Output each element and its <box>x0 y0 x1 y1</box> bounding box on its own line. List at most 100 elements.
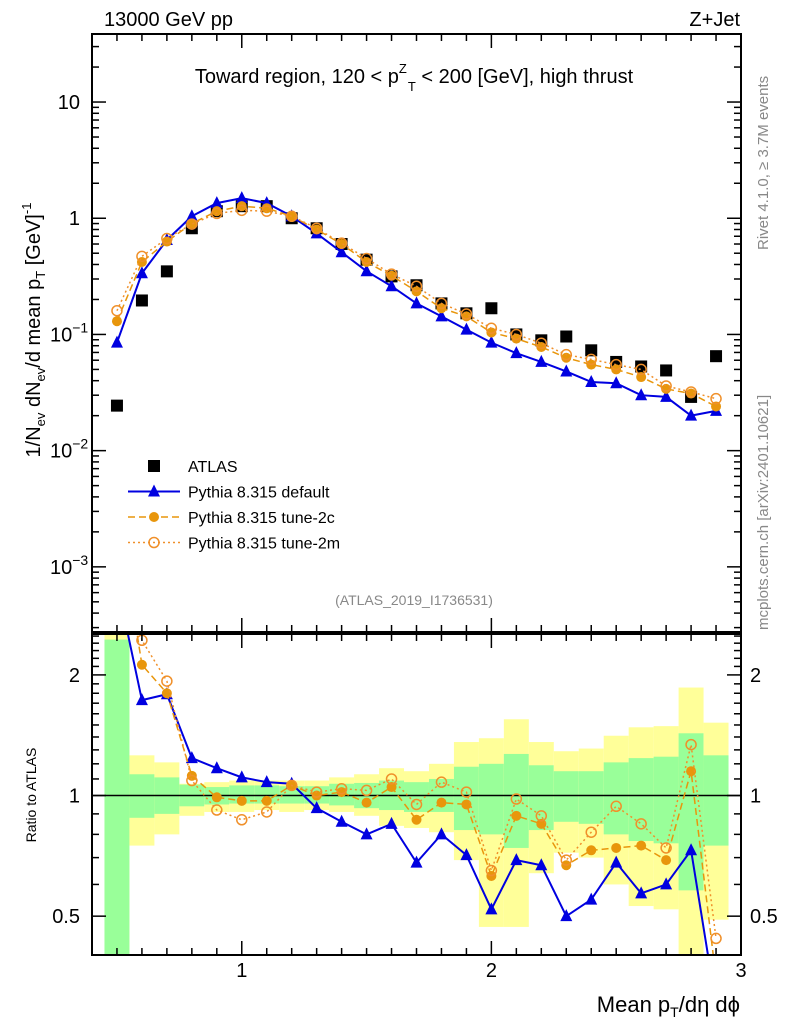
data-point-pythia-8-315-default <box>410 296 423 309</box>
legend-marker <box>148 484 160 497</box>
stat-uncertainty-band <box>478 763 504 835</box>
ratio-point-pythia-8-315-default <box>685 843 698 856</box>
ratio-point-pythia-8-315-tune-2c <box>211 792 222 803</box>
y-tick-label: 10−1 <box>50 319 88 346</box>
data-point-pythia-8-315-tune-2m <box>186 218 198 230</box>
ratio-y-tick-label: 0.5 <box>52 906 80 928</box>
data-point-pythia-8-315-tune-2c <box>261 203 272 214</box>
data-point-pythia-8-315-tune-2c <box>661 383 672 394</box>
stat-uncertainty-band <box>453 766 479 831</box>
ratio-point-pythia-8-315-tune-2m <box>310 786 323 798</box>
data-point-pythia-8-315-default <box>535 354 548 367</box>
ratio-point-pythia-8-315-tune-2m <box>260 806 273 818</box>
data-point-pythia-8-315-tune-2m <box>285 210 298 223</box>
ratio-point-pythia-8-315-tune-2m <box>285 779 298 792</box>
ratio-point-pythia-8-315-tune-2m <box>635 818 647 830</box>
data-point-pythia-8-315-tune-2m <box>610 358 622 371</box>
data-point-pythia-8-315-default <box>560 364 573 377</box>
data-point-atlas <box>660 364 673 377</box>
data-point-pythia-8-315-default <box>585 374 598 387</box>
data-point-pythia-8-315-tune-2m <box>335 237 348 249</box>
ratio-point-pythia-8-315-default <box>635 886 648 899</box>
data-point-pythia-8-315-default <box>435 309 448 322</box>
ratio-point-pythia-8-315-default <box>235 770 248 783</box>
ratio-point-pythia-8-315-default <box>585 892 598 905</box>
ratio-point-pythia-8-315-tune-2c <box>436 797 447 808</box>
data-point-pythia-8-315-tune-2m <box>410 280 423 292</box>
data-point-pythia-8-315-default <box>135 266 148 279</box>
y-tick-label: 10 <box>58 92 80 114</box>
ratio-point-pythia-8-315-default <box>360 827 373 840</box>
ratio-point-pythia-8-315-tune-2m <box>211 804 223 816</box>
stat-uncertainty-band <box>628 758 654 842</box>
data-point-atlas <box>710 350 723 363</box>
rivet-version-label: Rivet 4.1.0, ≥ 3.7M events <box>755 76 772 250</box>
data-point-pythia-8-315-tune-2m <box>635 363 647 376</box>
data-point-pythia-8-315-tune-2c <box>286 211 297 222</box>
data-point-pythia-8-315-default <box>235 191 248 204</box>
chart-title: Toward region, 120 < pZT < 200 [GeV], hi… <box>195 61 634 94</box>
data-point-pythia-8-315-tune-2m <box>710 392 722 405</box>
data-point-atlas <box>160 265 173 278</box>
stat-uncertainty-band <box>104 639 130 955</box>
ratio-point-pythia-8-315-default <box>660 877 673 890</box>
ratio-y-tick-label-right: 1 <box>750 786 761 808</box>
ratio-point-pythia-8-315-default <box>385 816 398 829</box>
y-tick-label: 1 <box>69 208 80 230</box>
y-tick-label: 10−2 <box>50 436 88 463</box>
data-point-atlas <box>135 294 148 307</box>
data-point-pythia-8-315-tune-2c <box>236 201 247 212</box>
data-point-pythia-8-315-default <box>185 209 198 222</box>
ratio-point-pythia-8-315-tune-2c <box>586 845 597 856</box>
data-point-atlas <box>110 399 123 412</box>
stat-uncertainty-band <box>703 755 729 846</box>
x-tick-label: 3 <box>735 960 746 982</box>
data-point-pythia-8-315-default <box>110 335 123 348</box>
data-point-pythia-8-315-tune-2m <box>435 297 448 310</box>
data-point-pythia-8-315-tune-2m <box>560 348 573 361</box>
data-point-pythia-8-315-tune-2m <box>510 328 523 341</box>
ratio-point-pythia-8-315-tune-2m <box>186 774 198 787</box>
source-label: mcplots.cern.ch [arXiv:2401.10621] <box>755 395 772 630</box>
x-axis-label: Mean pT/dη dϕ <box>597 992 740 1020</box>
ratio-point-pythia-8-315-tune-2c <box>386 782 397 793</box>
ratio-point-pythia-8-315-default <box>610 855 623 868</box>
data-point-pythia-8-315-tune-2m <box>310 222 323 235</box>
data-point-pythia-8-315-tune-2m <box>685 386 697 398</box>
data-point-pythia-8-315-tune-2c <box>561 352 572 363</box>
data-point-pythia-8-315-tune-2m <box>161 232 173 245</box>
data-point-pythia-8-315-tune-2m <box>211 207 223 220</box>
ratio-point-pythia-8-315-tune-2c <box>236 795 247 806</box>
ratio-point-pythia-8-315-tune-2c <box>112 500 122 510</box>
legend-entry-label: Pythia 8.315 tune-2m <box>188 536 340 553</box>
ratio-point-pythia-8-315-tune-2c <box>261 795 272 806</box>
ratio-frame <box>91 633 742 956</box>
data-point-atlas <box>635 360 648 373</box>
legend: ATLAS Pythia 8.315 default Pythia 8.315 tu… <box>128 459 340 553</box>
data-point-pythia-8-315-tune-2c <box>486 327 497 338</box>
ratio-y-tick-label-right: 0.5 <box>750 906 778 928</box>
ratio-point-pythia-8-315-tune-2m <box>685 738 697 751</box>
ratio-point-pythia-8-315-tune-2m <box>410 798 423 811</box>
data-point-pythia-8-315-default <box>685 408 698 421</box>
data-point-atlas <box>585 344 598 357</box>
data-point-pythia-8-315-default <box>210 196 223 209</box>
ratio-point-pythia-8-315-tune-2m <box>360 784 373 797</box>
ratio-point-pythia-8-315-tune-2m <box>236 814 248 826</box>
ratio-point-pythia-8-315-tune-2c <box>711 973 721 983</box>
ratio-point-pythia-8-315-default <box>510 853 523 866</box>
legend-marker <box>148 460 160 472</box>
legend-marker <box>149 512 159 522</box>
ratio-point-pythia-8-315-default <box>335 814 348 827</box>
ratio-y-tick-label: 1 <box>69 786 80 808</box>
ratio-point-pythia-8-315-tune-2m <box>485 864 498 877</box>
ratio-point-pythia-8-315-tune-2m <box>660 842 672 854</box>
data-point-pythia-8-315-tune-2c <box>111 316 122 327</box>
data-point-pythia-8-315-default <box>635 388 648 401</box>
ratio-y-axis-label: Ratio to ATLAS <box>23 748 39 843</box>
data-point-pythia-8-315-tune-2m <box>360 252 373 265</box>
data-point-pythia-8-315-tune-2m <box>136 250 148 263</box>
ratio-point-pythia-8-315-default <box>111 576 123 588</box>
ratio-point-pythia-8-315-default <box>185 751 198 764</box>
data-point-pythia-8-315-tune-2c <box>711 401 722 412</box>
